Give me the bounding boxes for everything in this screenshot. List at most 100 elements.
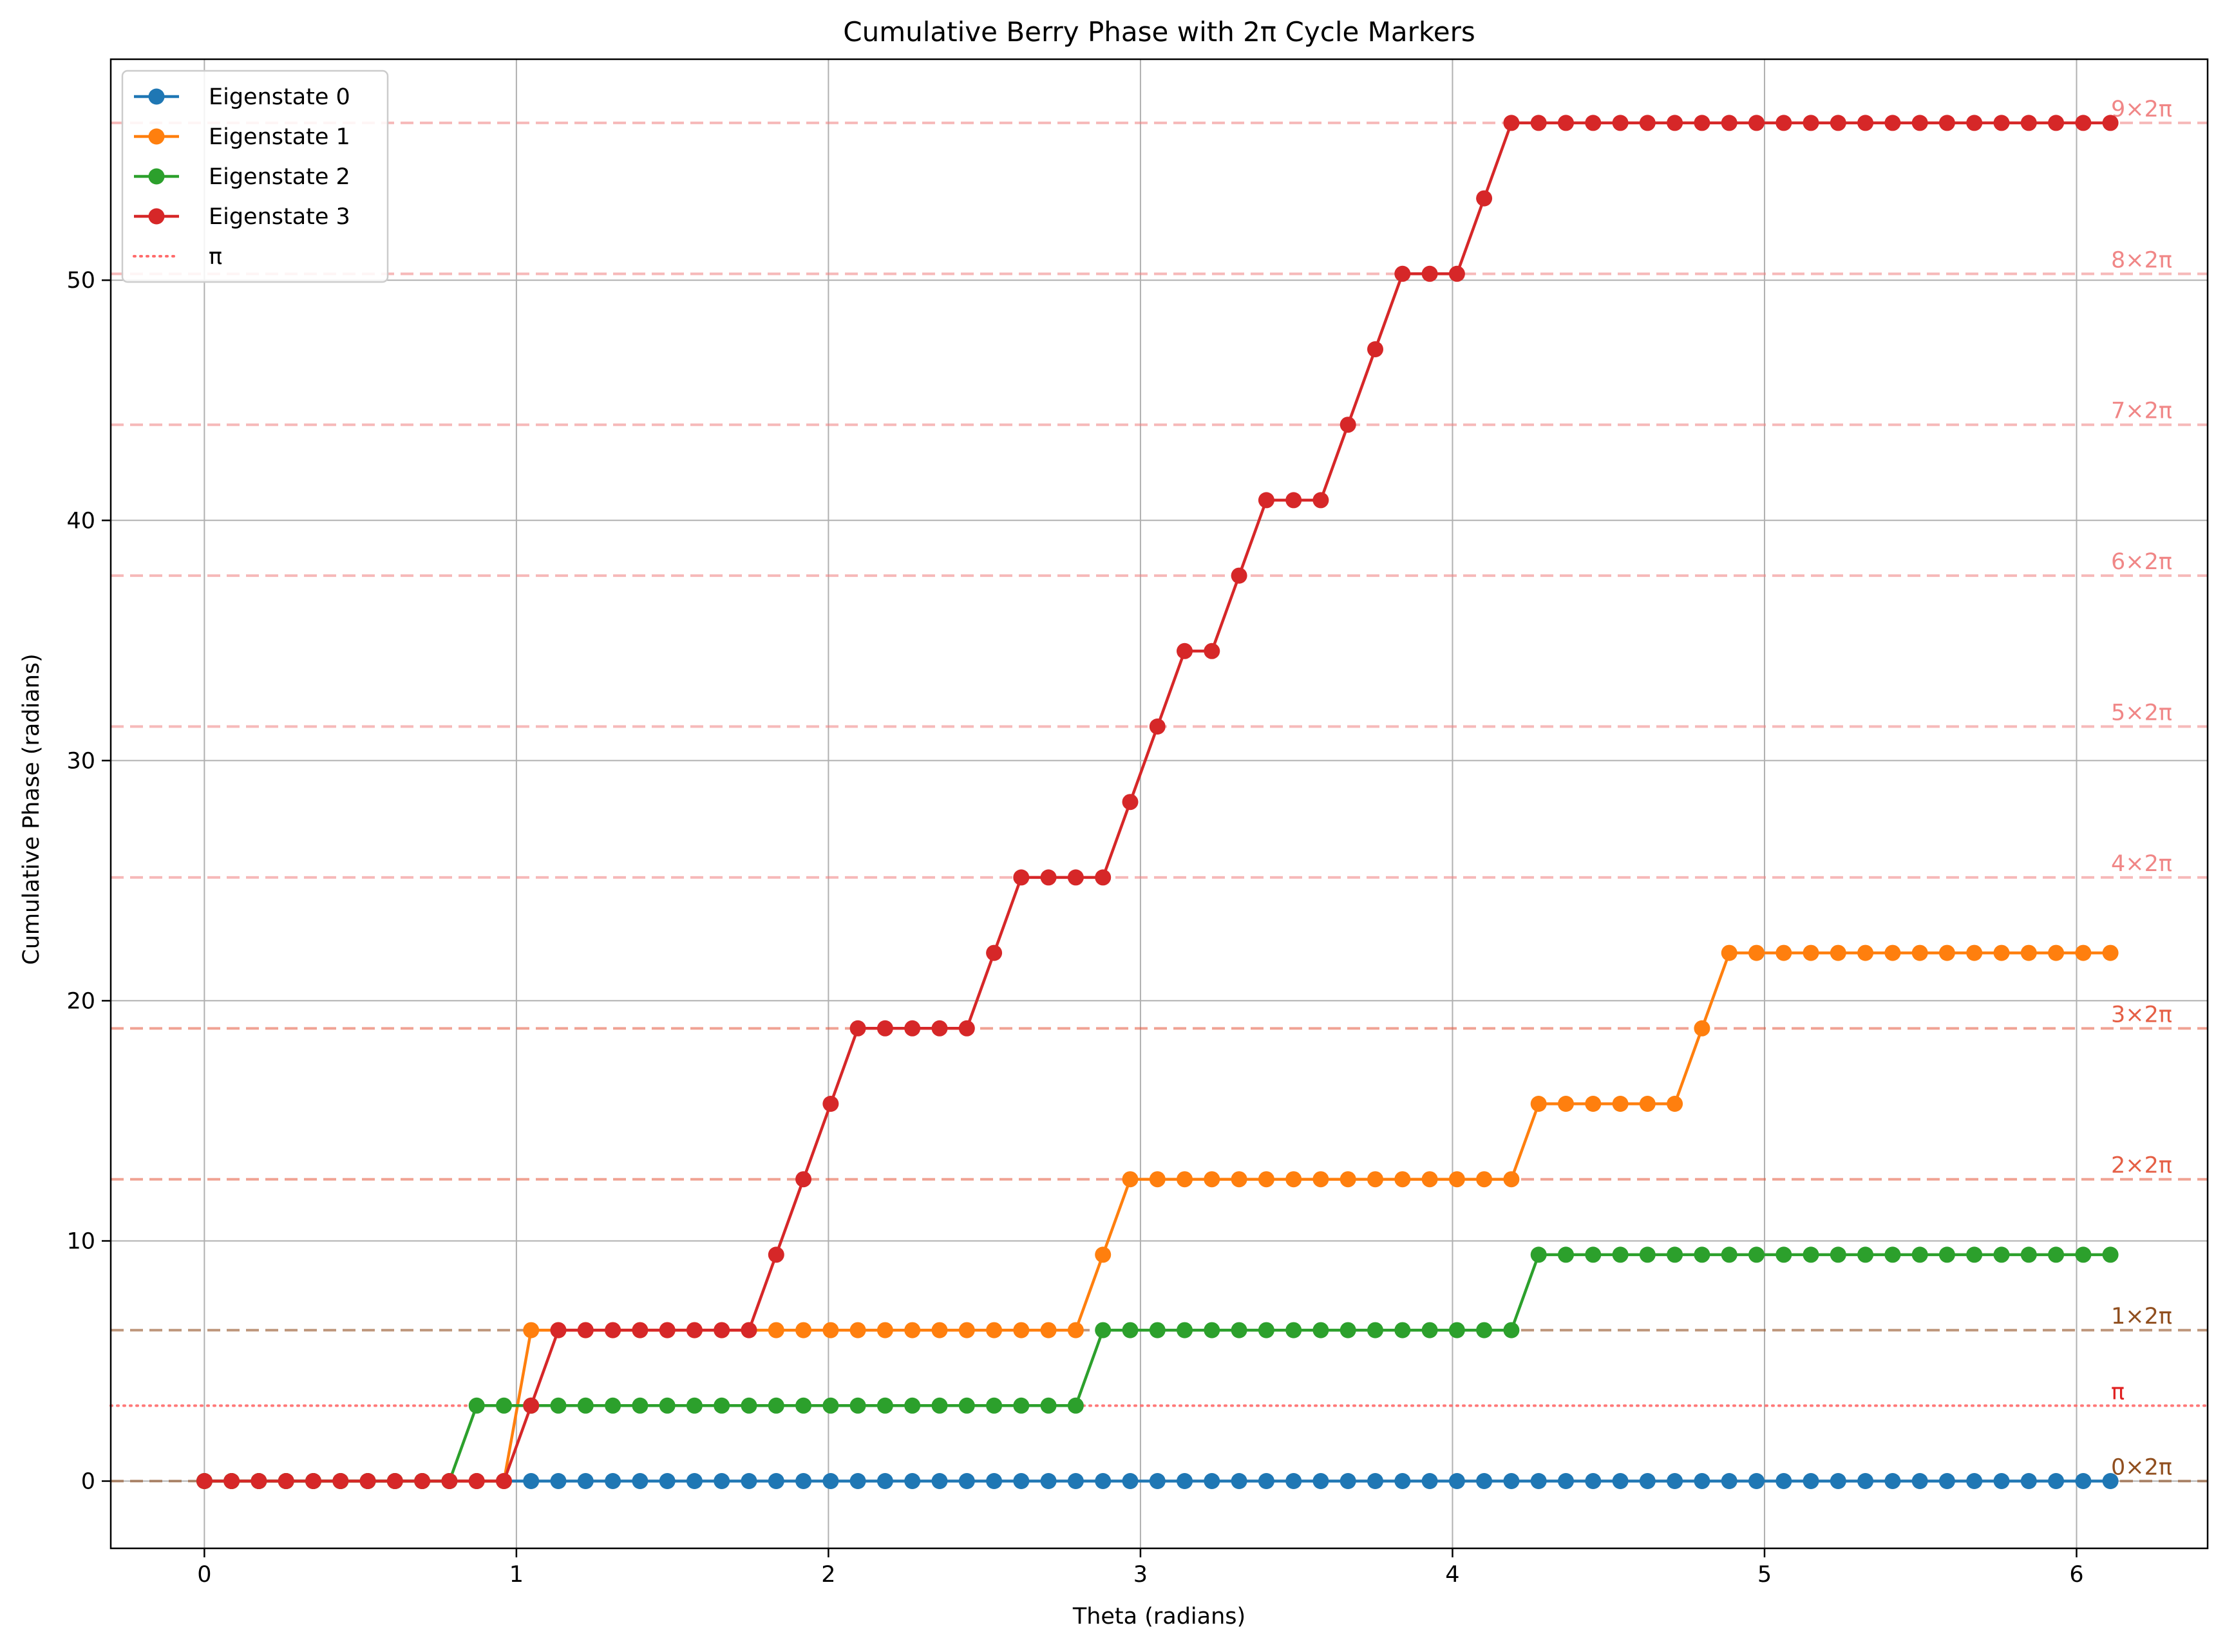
data-point <box>1231 567 1247 584</box>
data-point <box>1884 115 1901 131</box>
data-point <box>577 1397 594 1414</box>
data-point <box>986 1397 1003 1414</box>
data-point <box>1911 1473 1928 1489</box>
data-point <box>1639 1096 1656 1112</box>
data-point <box>1476 1322 1493 1338</box>
data-point <box>2020 1246 2037 1263</box>
data-point <box>1558 1473 1574 1489</box>
data-point <box>1558 1096 1574 1112</box>
data-point <box>1884 944 1901 961</box>
y-tick-label: 40 <box>66 508 95 534</box>
data-point <box>768 1473 784 1489</box>
data-point <box>1721 115 1737 131</box>
data-point <box>1312 1473 1329 1489</box>
data-point <box>1040 869 1057 886</box>
data-point <box>1258 492 1274 509</box>
data-point <box>1204 1171 1220 1188</box>
data-point <box>1122 1473 1139 1489</box>
data-point <box>2075 1246 2092 1263</box>
data-point <box>1530 1096 1547 1112</box>
data-point <box>686 1473 703 1489</box>
data-point <box>1285 1171 1302 1188</box>
data-point <box>1149 718 1166 735</box>
data-point <box>1122 1171 1139 1188</box>
data-point <box>251 1473 267 1489</box>
data-point <box>2075 115 2092 131</box>
cycle-marker-label: 2×2π <box>2111 1153 2172 1179</box>
data-point <box>632 1397 649 1414</box>
data-point <box>1258 1322 1274 1338</box>
data-point <box>1911 115 1928 131</box>
data-point <box>795 1171 812 1188</box>
data-point <box>2048 115 2065 131</box>
data-point <box>849 1322 866 1338</box>
data-point <box>1966 944 1983 961</box>
data-point <box>1013 1473 1030 1489</box>
data-point <box>523 1473 540 1489</box>
data-point <box>1177 1171 1193 1188</box>
data-point <box>1204 1322 1220 1338</box>
data-point <box>986 944 1003 961</box>
data-point <box>1177 643 1193 659</box>
cycle-marker-label: 4×2π <box>2111 851 2172 877</box>
data-point <box>1421 265 1438 282</box>
data-point <box>1558 115 1574 131</box>
data-point <box>441 1473 458 1489</box>
pi-reference-label: π <box>2111 1379 2125 1405</box>
legend-swatch-marker <box>148 128 165 145</box>
legend-label: Eigenstate 3 <box>209 204 350 230</box>
data-point <box>1612 1246 1629 1263</box>
data-point <box>632 1473 649 1489</box>
data-point <box>523 1322 540 1338</box>
data-point <box>1775 1473 1792 1489</box>
data-point <box>1013 1322 1030 1338</box>
data-point <box>958 1473 975 1489</box>
legend-swatch-marker <box>148 208 165 225</box>
legend-label: π <box>209 244 222 270</box>
data-point <box>1857 944 1874 961</box>
data-point <box>714 1322 730 1338</box>
data-point <box>1530 1473 1547 1489</box>
legend-item: Eigenstate 0 <box>134 84 350 110</box>
data-point <box>1095 1322 1112 1338</box>
data-point <box>741 1397 757 1414</box>
data-point <box>1748 1246 1765 1263</box>
legend-box <box>121 70 389 283</box>
data-point <box>931 1020 948 1037</box>
data-point <box>1013 869 1030 886</box>
data-point <box>1231 1322 1247 1338</box>
data-point <box>1067 1473 1084 1489</box>
data-point <box>795 1473 812 1489</box>
data-point <box>1911 1246 1928 1263</box>
data-point <box>496 1397 512 1414</box>
data-point <box>605 1473 621 1489</box>
data-point <box>1803 944 1819 961</box>
data-point <box>550 1322 567 1338</box>
data-point <box>1966 1473 1983 1489</box>
data-point <box>1095 869 1112 886</box>
data-point <box>1122 794 1139 811</box>
data-point <box>2102 1246 2119 1263</box>
data-point <box>1231 1171 1247 1188</box>
data-point <box>1993 1473 2010 1489</box>
data-point <box>686 1322 703 1338</box>
data-point <box>1013 1397 1030 1414</box>
data-point <box>1803 1246 1819 1263</box>
data-point <box>2020 944 2037 961</box>
cycle-marker-label: 8×2π <box>2111 247 2172 273</box>
data-point <box>605 1397 621 1414</box>
y-tick-label: 0 <box>81 1469 95 1495</box>
data-point <box>1585 1473 1602 1489</box>
data-point <box>1639 1246 1656 1263</box>
data-point <box>1585 115 1602 131</box>
data-point <box>986 1322 1003 1338</box>
data-point <box>876 1020 893 1037</box>
data-point <box>1938 1473 1955 1489</box>
y-tick-label: 10 <box>66 1228 95 1254</box>
x-axis-label: Theta (radians) <box>1072 1604 1245 1629</box>
data-point <box>577 1322 594 1338</box>
data-point <box>1067 869 1084 886</box>
data-point <box>904 1473 921 1489</box>
data-point <box>1340 417 1356 433</box>
data-point <box>1884 1246 1901 1263</box>
